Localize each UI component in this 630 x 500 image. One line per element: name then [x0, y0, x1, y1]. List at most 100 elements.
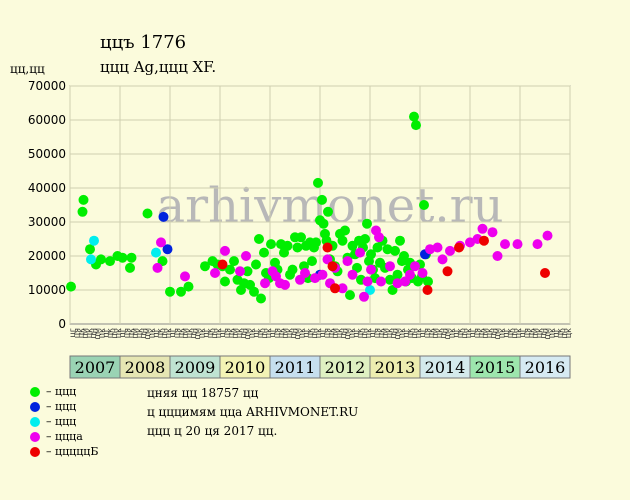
month-tick-label: цн	[289, 328, 298, 339]
data-point	[280, 279, 290, 290]
data-point	[251, 259, 261, 270]
data-point	[78, 194, 89, 205]
data-point	[423, 276, 433, 287]
data-point	[410, 261, 420, 272]
data-point	[362, 276, 373, 287]
month-tick-label: цк	[206, 328, 215, 338]
year-label: 2015	[475, 358, 516, 377]
data-point	[479, 235, 489, 246]
month-tick-label: цм	[193, 328, 202, 339]
legend-item-cyan: – ццц	[30, 414, 98, 429]
data-point	[96, 254, 106, 265]
data-point	[126, 252, 137, 263]
month-tick-label: цг	[118, 328, 127, 338]
data-point	[266, 239, 276, 250]
note-average-price: цняя цц 18757 цц	[147, 386, 259, 400]
data-point	[454, 242, 464, 253]
data-point	[310, 273, 320, 284]
month-tick-label: ци	[181, 328, 190, 339]
month-tick-label: цн	[260, 328, 269, 339]
data-point	[376, 276, 386, 287]
data-point	[117, 252, 128, 263]
data-point	[77, 206, 88, 217]
data-point	[282, 240, 293, 251]
month-tick-label: цг	[201, 328, 210, 338]
data-point	[366, 249, 376, 260]
data-point	[317, 194, 327, 205]
month-tick-label: цк	[306, 328, 315, 338]
data-point	[385, 261, 395, 272]
month-tick-label: цг	[518, 328, 527, 338]
month-tick-label: ця	[522, 328, 531, 338]
month-tick-label: цк	[497, 328, 506, 338]
data-point	[151, 247, 161, 258]
data-point	[311, 237, 321, 248]
y-tick-label: 50000	[28, 147, 66, 161]
watermark: arhivmonet.ru	[156, 178, 503, 234]
year-label: 2010	[225, 358, 266, 377]
year-label: 2013	[375, 358, 416, 377]
year-label: 2012	[325, 358, 366, 377]
month-tick-label: цн	[510, 328, 519, 339]
data-point	[256, 293, 266, 304]
data-point	[500, 239, 510, 250]
data-point	[220, 245, 230, 256]
data-point	[487, 227, 498, 238]
data-point	[409, 111, 419, 122]
month-tick-label: ця	[222, 328, 231, 338]
month-tick-label: цм	[243, 328, 252, 339]
month-tick-label: цк	[176, 328, 185, 338]
month-tick-label: цн	[310, 328, 319, 339]
data-point	[307, 256, 317, 267]
month-tick-label: цм	[393, 328, 402, 339]
data-point	[342, 256, 353, 267]
month-tick-label: цк	[347, 328, 356, 338]
month-tick-label: цг	[368, 328, 377, 338]
legend-label-blue: – ццц	[46, 400, 77, 413]
y-axis-label: цц,цц	[10, 62, 45, 76]
month-tick-label: цк	[276, 328, 285, 338]
month-tick-label: ци	[81, 328, 90, 339]
data-point	[156, 237, 166, 248]
data-point	[399, 251, 409, 261]
data-point	[419, 200, 429, 210]
legend-item-red: – цццццБ	[30, 444, 98, 459]
chart-title: ццъ 1776	[100, 32, 187, 53]
data-point	[437, 254, 448, 265]
year-label: 2011	[275, 358, 316, 377]
legend-dot-magenta	[30, 431, 40, 442]
data-point	[300, 268, 310, 278]
month-tick-label: ця	[122, 328, 131, 338]
data-point	[152, 262, 163, 273]
data-point	[366, 264, 376, 275]
month-tick-label: цк	[547, 328, 556, 338]
data-point	[405, 269, 415, 280]
month-tick-label: цк	[556, 328, 565, 338]
month-tick-label: ця	[372, 328, 381, 338]
data-point	[254, 234, 264, 244]
data-point	[260, 278, 270, 289]
month-tick-label: цм	[493, 328, 502, 339]
month-tick-label: цм	[343, 328, 352, 339]
data-point	[392, 278, 403, 289]
year-label: 2016	[525, 358, 566, 377]
month-tick-label: цк	[135, 328, 144, 338]
data-point	[492, 251, 503, 261]
month-tick-label: цн	[239, 328, 248, 339]
month-tick-label: цг	[101, 328, 110, 338]
note-source: ц цццимям цца ARHIVMONET.RU	[147, 405, 359, 419]
data-point	[318, 218, 329, 229]
month-tick-label: цк	[335, 328, 344, 338]
legend-label-cyan: – ццц	[46, 415, 77, 428]
month-tick-label: цк	[285, 328, 294, 338]
data-point	[217, 259, 228, 270]
data-point	[417, 268, 428, 278]
month-tick-label: цк	[97, 328, 106, 338]
month-tick-label: цг	[68, 328, 77, 338]
y-tick-label: 0	[58, 317, 66, 331]
month-tick-label: цк	[264, 328, 273, 338]
month-tick-label: цк	[114, 328, 123, 338]
legend-item-blue: – ццц	[30, 399, 98, 414]
data-point	[477, 223, 488, 234]
month-tick-label: цг	[318, 328, 327, 338]
